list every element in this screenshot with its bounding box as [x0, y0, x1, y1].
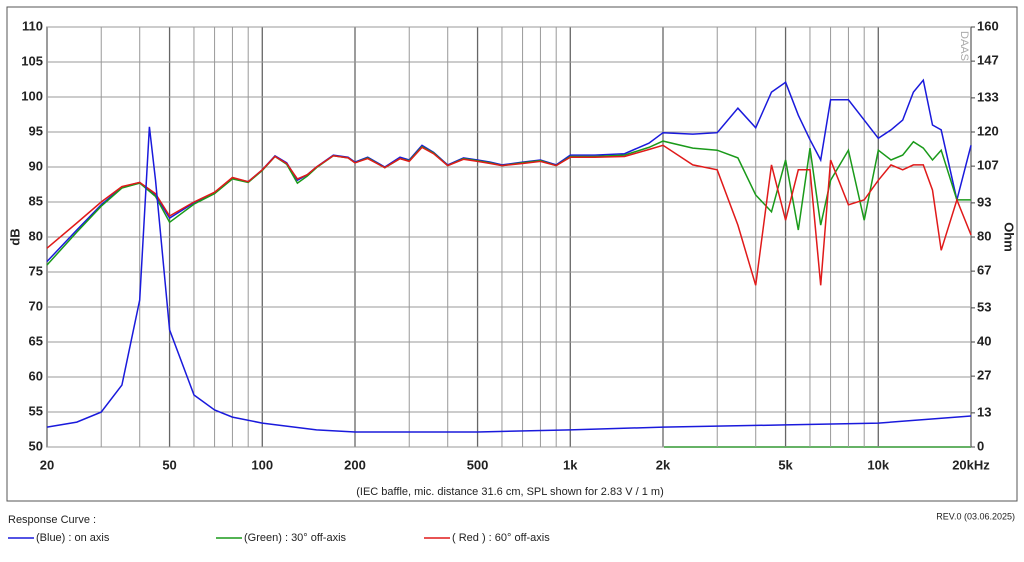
y2-tick-label: 27: [977, 368, 991, 383]
y-tick-label: 80: [29, 228, 43, 243]
legend-label: (Green) : 30° off-axis: [244, 532, 347, 544]
x-tick-label: 1k: [563, 457, 578, 472]
legend-title: Response Curve :: [8, 514, 96, 526]
y-tick-label: 75: [29, 263, 43, 278]
y-tick-label: 50: [29, 438, 43, 453]
y2-tick-label: 93: [977, 194, 991, 209]
y2-tick-label: 40: [977, 333, 991, 348]
y-tick-label: 95: [29, 123, 43, 138]
y2-tick-label: 80: [977, 228, 991, 243]
y-tick-label: 55: [29, 403, 43, 418]
y-tick-label: 90: [29, 158, 43, 173]
y-tick-label: 105: [21, 53, 43, 68]
x-tick-label: 2k: [656, 457, 671, 472]
y2-tick-label: 120: [977, 123, 999, 138]
x-tick-label: 20kHz: [952, 457, 990, 472]
y2-tick-label: 67: [977, 263, 991, 278]
y-tick-label: 100: [21, 88, 43, 103]
legend-label: ( Red ) : 60° off-axis: [452, 532, 550, 544]
y-tick-label: 65: [29, 333, 43, 348]
y-tick-label: 85: [29, 193, 43, 208]
y2-axis-label: Ohm: [1002, 222, 1017, 252]
series-line: [46, 78, 972, 263]
y-tick-label: 70: [29, 298, 43, 313]
x-tick-label: 500: [467, 457, 489, 472]
revision: REV.0 (03.06.2025): [936, 511, 1015, 521]
y2-tick-label: 53: [977, 299, 991, 314]
y2-tick-label: 107: [977, 158, 999, 173]
y2-tick-label: 0: [977, 438, 984, 453]
y2-tick-label: 147: [977, 53, 999, 68]
y-tick-label: 110: [22, 18, 43, 33]
legend-label: (Blue) : on axis: [36, 532, 110, 544]
series-line: [46, 144, 972, 286]
x-tick-label: 100: [251, 457, 273, 472]
x-tick-label: 5k: [778, 457, 793, 472]
frame: [6, 6, 1018, 502]
watermark: DAAS: [958, 31, 970, 61]
y2-tick-label: 13: [977, 404, 991, 419]
x-axis-label: (IEC baffle, mic. distance 31.6 cm, SPL …: [356, 486, 664, 498]
y2-tick-label: 160: [977, 18, 999, 33]
x-tick-label: 50: [162, 457, 176, 472]
y-tick-label: 60: [29, 368, 43, 383]
y2-tick-label: 133: [977, 89, 999, 104]
x-tick-label: 10k: [867, 457, 889, 472]
y-axis-label: dB: [7, 228, 22, 245]
x-tick-label: 20: [40, 457, 54, 472]
series-line: [46, 140, 971, 266]
x-tick-label: 200: [344, 457, 366, 472]
series-line: [46, 126, 972, 433]
